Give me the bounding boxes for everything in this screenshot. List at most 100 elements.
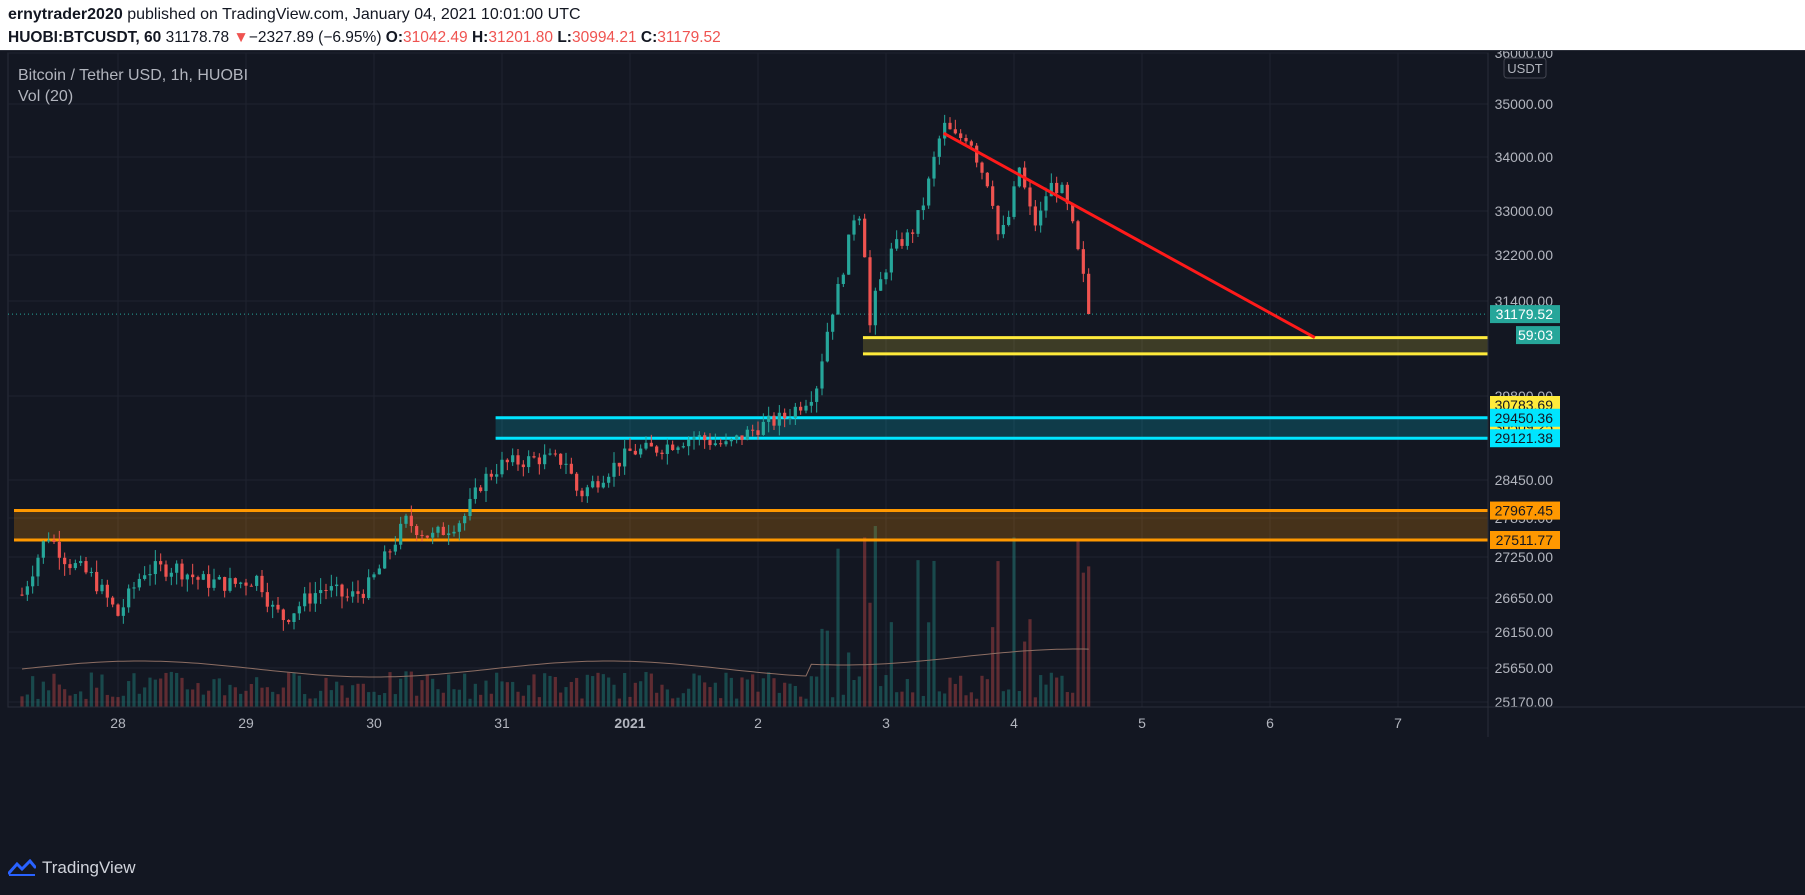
candle-body <box>889 248 893 273</box>
cyan-zone-price-badge <box>1490 429 1560 448</box>
candle-body <box>361 593 365 598</box>
volume-bar <box>105 694 109 707</box>
chart-frame[interactable]: 36000.00 35000.00 34000.00 33000.00 32200.00… <box>0 50 1805 850</box>
publish-line: ernytrader2020 published on TradingView.… <box>8 6 581 24</box>
grid <box>7 52 1489 708</box>
volume-bar <box>671 698 675 707</box>
candle-body <box>164 564 168 577</box>
y-tick-label: 33000.00 <box>1495 203 1554 219</box>
open-value: 31042.49 <box>403 29 468 46</box>
volume-bar <box>564 687 568 707</box>
candle-body <box>916 210 920 234</box>
candle-body <box>345 596 349 598</box>
volume-bar <box>175 672 179 707</box>
volume-bar <box>639 681 643 707</box>
price-change: −2327.89 (−6.95%) <box>248 29 382 46</box>
symbol-label[interactable]: HUOBI:BTCUSDT, 60 <box>8 29 162 46</box>
candle-body <box>25 586 29 595</box>
candle-body <box>57 541 61 558</box>
candle-body <box>356 591 360 594</box>
candle-body <box>452 531 456 534</box>
currency-badge <box>1503 57 1547 79</box>
candle-body <box>601 482 605 488</box>
candle-body <box>89 571 93 573</box>
volume-bar <box>921 695 925 707</box>
volume-ma-line <box>21 648 1089 678</box>
candle-body <box>105 584 109 598</box>
volume-bar <box>57 684 61 707</box>
volume-bar <box>89 672 93 707</box>
volume-bar <box>84 698 88 707</box>
volume-bar <box>276 694 280 707</box>
candle-body <box>836 283 840 315</box>
volume-bar <box>1071 692 1075 707</box>
candle-body <box>623 448 627 467</box>
candle-body <box>884 272 888 280</box>
candle-body <box>1049 182 1053 197</box>
volume-bar <box>356 683 360 707</box>
volume-bar <box>863 537 867 707</box>
candle-body <box>1087 273 1091 315</box>
author-name[interactable]: ernytrader2020 <box>8 6 123 23</box>
volume-bar <box>1007 689 1011 707</box>
candle-body <box>313 593 317 604</box>
candle-body <box>1044 196 1048 211</box>
candle-body <box>287 620 291 622</box>
tradingview-brand: TradingView <box>42 858 136 877</box>
candle-body <box>148 574 152 576</box>
volume-bar <box>516 691 520 707</box>
volume-bar <box>831 697 835 707</box>
price-chart[interactable]: 36000.00 35000.00 34000.00 33000.00 32200.00… <box>0 51 1805 851</box>
candle-body <box>607 476 611 483</box>
volume-bar <box>927 622 931 707</box>
volume-bar <box>521 695 525 707</box>
candle-body <box>596 481 600 488</box>
volume-bar <box>591 676 595 707</box>
x-tick-label: 4 <box>1010 715 1018 731</box>
volume-bar <box>228 684 232 707</box>
volume-bar <box>31 676 35 707</box>
candle-body <box>559 453 563 465</box>
candle-body <box>153 561 157 575</box>
candle-body <box>953 129 957 134</box>
volume-bar <box>697 675 701 707</box>
volume-bar <box>932 560 936 707</box>
volume-indicator-label[interactable]: Vol (20) <box>18 88 74 105</box>
close-label: C: <box>640 29 658 46</box>
candle-body <box>713 443 717 446</box>
volume-bar <box>404 671 408 707</box>
candle-body <box>297 606 301 614</box>
volume-bar <box>372 691 376 707</box>
candle-body <box>863 218 867 258</box>
volume-bar <box>841 694 845 707</box>
candle-body <box>223 576 227 591</box>
volume-bar <box>484 680 488 707</box>
candle-body <box>649 442 653 447</box>
volume-bar <box>937 691 941 707</box>
candle-body <box>655 446 659 453</box>
volume-bar <box>948 677 952 707</box>
candle-body <box>52 540 56 542</box>
volume-bar <box>164 672 168 707</box>
candle-body <box>1028 187 1032 207</box>
candle-body <box>1012 186 1016 217</box>
volume-bar <box>569 681 573 707</box>
volume-bar <box>468 698 472 707</box>
x-tick-label: 2 <box>754 715 762 731</box>
tradingview-logo[interactable]: TradingView <box>8 858 136 878</box>
volume-bar <box>68 695 72 707</box>
chart-title[interactable]: Bitcoin / Tether USD, 1h, HUOBI <box>18 67 249 84</box>
volume-bar <box>319 690 323 707</box>
volume-bar <box>185 689 189 707</box>
candle-body <box>644 442 648 449</box>
volume-bar <box>969 692 973 707</box>
candle-body <box>788 417 792 419</box>
volume-bar <box>489 693 493 707</box>
candle-body <box>1081 249 1085 274</box>
candle-body <box>1001 224 1005 235</box>
candle-body <box>799 406 803 411</box>
volume-bar <box>996 561 1000 707</box>
x-tick-label: 3 <box>882 715 890 731</box>
candle-body <box>697 435 701 438</box>
tradingview-logo-icon <box>8 859 36 876</box>
